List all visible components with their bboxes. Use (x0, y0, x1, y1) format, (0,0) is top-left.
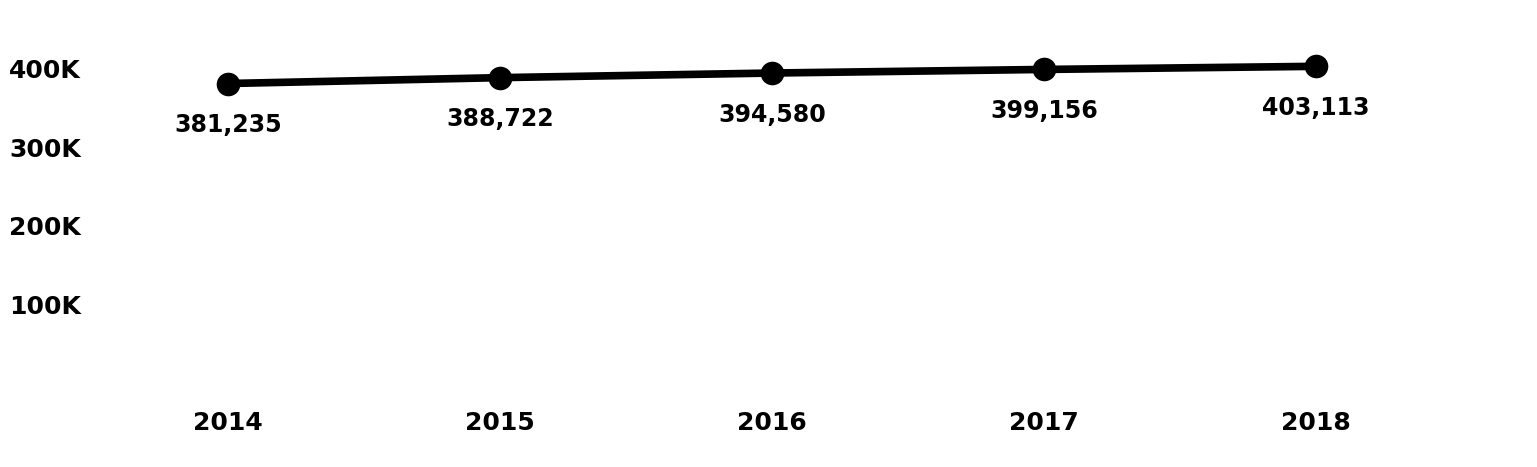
Text: 403,113: 403,113 (1262, 96, 1369, 120)
Text: 381,235: 381,235 (174, 113, 281, 137)
Text: 399,156: 399,156 (990, 99, 1097, 123)
Text: 394,580: 394,580 (718, 103, 825, 127)
Text: 388,722: 388,722 (446, 107, 553, 132)
